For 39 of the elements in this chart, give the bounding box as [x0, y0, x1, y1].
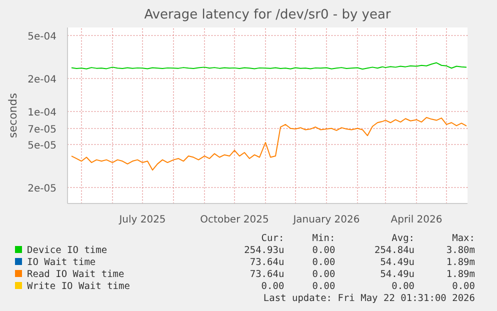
x-tick-label: October 2025	[200, 214, 269, 226]
text: Last update: Fri May 22 01:31:00 2026	[262, 293, 475, 305]
text: 1.89m	[445, 257, 475, 269]
y-tick-label: 5e-04	[28, 31, 57, 42]
y-tick-label: 2e-05	[28, 184, 57, 195]
text: 0.00	[311, 269, 336, 281]
text: 254.93u	[243, 245, 284, 257]
legend-label: IO Wait time	[26, 257, 97, 269]
text: Min:	[311, 233, 336, 245]
x-tick-label: July 2025	[118, 214, 166, 226]
line-series	[71, 117, 467, 171]
text: Avg:	[390, 233, 415, 245]
legend-label: Read IO Wait time	[26, 269, 126, 281]
text: Cur:	[260, 233, 284, 245]
text: Max:	[451, 233, 475, 245]
text: 1.89m	[445, 269, 475, 281]
chart-title: Average latency for /dev/sr0 - by year	[144, 8, 392, 22]
text: 54.49u	[379, 257, 415, 269]
text: 0.00	[451, 281, 475, 293]
text: 73.64u	[248, 257, 284, 269]
y-axis-title: seconds	[6, 92, 20, 138]
text: 0.00	[390, 281, 415, 293]
text: 0.00	[311, 245, 336, 257]
text: 0.00	[260, 281, 284, 293]
y-tick-label: 1e-04	[28, 107, 57, 118]
legend-label: Write IO Wait time	[26, 281, 131, 293]
text: 54.49u	[379, 269, 415, 281]
y-tick-label: 7e-05	[28, 124, 57, 136]
legend-label: Device IO time	[26, 245, 108, 257]
line-series	[71, 62, 467, 70]
text: 0.00	[311, 281, 336, 293]
y-tick-label: 5e-05	[28, 140, 57, 152]
x-tick-label: April 2026	[390, 214, 442, 226]
text: 3.80m	[445, 245, 475, 257]
text: 254.84u	[373, 245, 415, 257]
text: 73.64u	[248, 269, 284, 281]
x-tick-label: January 2026	[292, 214, 360, 226]
text: 0.00	[311, 257, 336, 269]
y-tick-label: 2e-04	[28, 74, 57, 86]
